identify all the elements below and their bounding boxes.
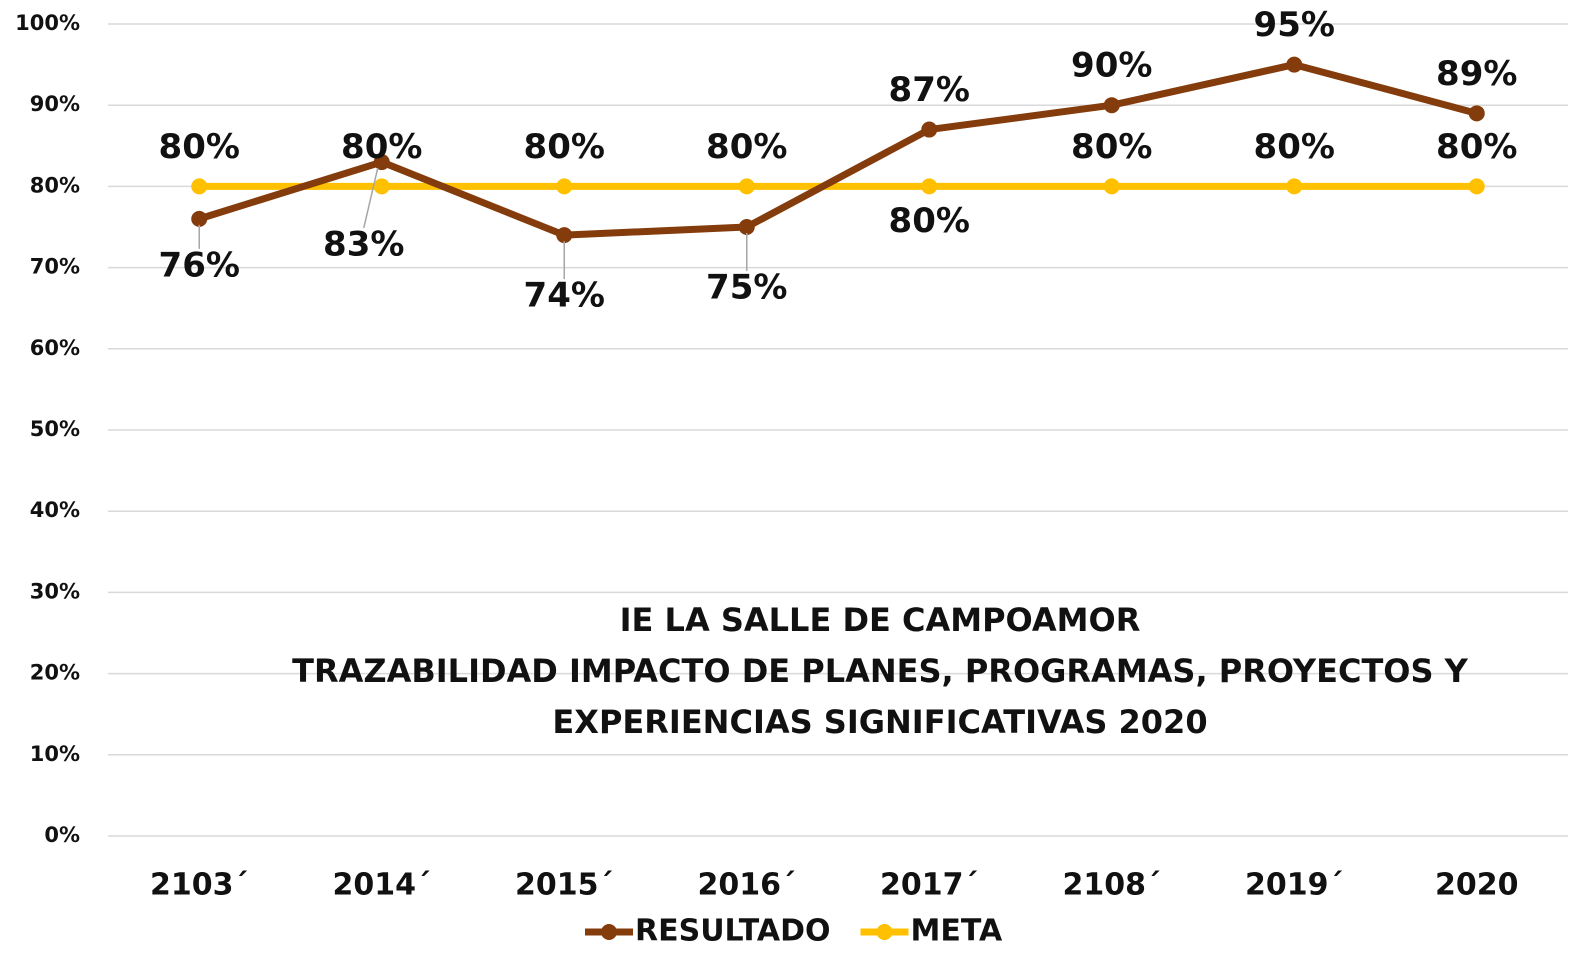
x-tick-label: 2017´ [880, 868, 979, 903]
legend-label: RESULTADO [635, 914, 830, 949]
legend-swatch-dot [601, 924, 617, 940]
y-tick-label: 60% [30, 336, 80, 360]
chart-title: IE LA SALLE DE CAMPOAMOR [620, 601, 1141, 639]
legend-swatch-dot [876, 924, 893, 940]
data-point [1286, 56, 1303, 73]
data-label: 80% [524, 127, 605, 167]
data-label: 80% [1071, 127, 1152, 167]
series-line [198, 61, 1478, 239]
data-label: 74% [524, 276, 605, 316]
data-point [1468, 105, 1485, 122]
data-label: 80% [889, 201, 970, 241]
chart-title: EXPERIENCIAS SIGNIFICATIVAS 2020 [552, 703, 1207, 741]
data-point [1468, 178, 1485, 195]
data-label: 80% [706, 127, 787, 167]
data-point [373, 154, 390, 171]
data-label: 87% [889, 70, 970, 110]
y-tick-label: 70% [30, 255, 80, 279]
data-point [921, 121, 938, 138]
x-tick-label: 2020 [1435, 868, 1519, 903]
legend-label: META [910, 914, 1002, 949]
data-label: 95% [1254, 5, 1335, 45]
data-label: 75% [706, 268, 787, 308]
y-tick-label: 30% [30, 579, 80, 603]
y-tick-label: 80% [30, 173, 80, 197]
y-tick-label: 40% [30, 498, 80, 522]
chart-title: TRAZABILIDAD IMPACTO DE PLANES, PROGRAMA… [292, 652, 1468, 690]
data-point [921, 178, 938, 195]
y-tick-label: 90% [30, 92, 80, 116]
y-tick-label: 10% [30, 742, 80, 766]
data-label: 90% [1071, 46, 1152, 86]
data-label: 83% [323, 225, 404, 265]
data-point [373, 178, 390, 195]
data-point [556, 178, 573, 195]
data-label: 80% [1254, 127, 1335, 167]
data-point [738, 178, 755, 195]
y-tick-label: 100% [15, 11, 80, 35]
x-tick-label: 2015´ [515, 868, 614, 903]
data-point [556, 227, 573, 244]
data-label: 89% [1436, 54, 1517, 94]
data-label: 76% [159, 245, 240, 285]
data-point [1286, 178, 1303, 195]
data-point [738, 219, 755, 235]
data-label: 80% [1436, 127, 1517, 167]
x-tick-label: 2014´ [333, 868, 432, 903]
data-point [191, 178, 208, 195]
y-tick-label: 0% [44, 823, 80, 847]
leader-line [363, 167, 379, 229]
data-point [1103, 178, 1120, 195]
x-tick-label: 2016´ [698, 868, 797, 903]
x-tick-label: 2108´ [1063, 868, 1162, 903]
data-label: 80% [159, 127, 240, 167]
data-point [191, 210, 208, 227]
x-tick-label: 2019´ [1245, 868, 1344, 903]
x-tick-label: 2103´ [150, 868, 249, 903]
y-tick-label: 50% [30, 417, 80, 441]
y-tick-label: 20% [30, 661, 80, 685]
data-label: 80% [341, 127, 422, 167]
data-point [1103, 97, 1120, 114]
